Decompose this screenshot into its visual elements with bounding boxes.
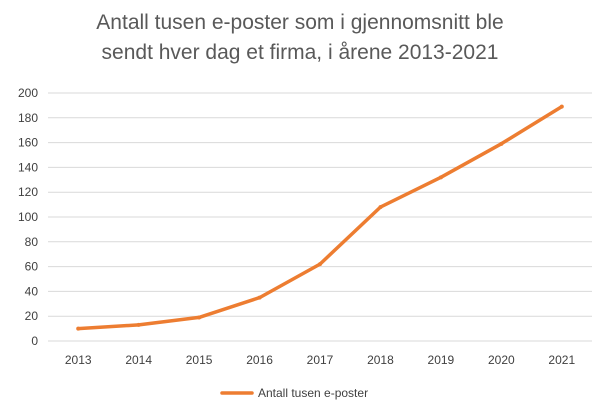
y-tick-label: 40 — [25, 284, 39, 298]
y-tick-label: 80 — [25, 235, 39, 249]
series-line — [76, 104, 564, 331]
data-point — [378, 205, 383, 210]
x-axis-ticks: 2013 2014 2015 2016 2017 2018 2019 2020 2021 — [65, 353, 576, 367]
x-tick-label: 2014 — [125, 353, 152, 367]
x-tick-label: 2015 — [186, 353, 213, 367]
gridlines — [48, 92, 592, 342]
x-tick-label: 2020 — [488, 353, 515, 367]
data-point — [136, 322, 141, 327]
legend-label: Antall tusen e-poster — [258, 386, 368, 400]
y-tick-label: 200 — [18, 86, 38, 100]
x-tick-label: 2016 — [246, 353, 273, 367]
x-tick-label: 2019 — [428, 353, 455, 367]
data-point — [559, 104, 564, 109]
series-layer — [76, 104, 564, 331]
y-axis-ticks: 0 20 40 60 80 100 120 140 160 180 200 — [18, 86, 38, 348]
x-tick-label: 2021 — [548, 353, 575, 367]
legend: Antall tusen e-poster — [220, 386, 368, 400]
chart-title-line-2: sendt hver dag et firma, i årene 2013-20… — [101, 41, 499, 64]
data-point — [257, 295, 262, 300]
data-point — [197, 315, 202, 320]
y-tick-label: 60 — [25, 260, 39, 274]
chart-title-line-1: Antall tusen e-poster som i gjennomsnitt… — [96, 11, 504, 34]
data-point — [76, 326, 81, 331]
y-tick-label: 180 — [18, 111, 38, 125]
y-tick-label: 160 — [18, 136, 38, 150]
y-tick-label: 0 — [31, 334, 38, 348]
data-point — [438, 175, 443, 180]
chart-title: Antall tusen e-poster som i gjennomsnitt… — [0, 8, 600, 68]
data-point — [499, 141, 504, 146]
y-tick-label: 20 — [25, 309, 39, 323]
x-tick-label: 2013 — [65, 353, 92, 367]
y-tick-label: 140 — [18, 160, 38, 174]
x-tick-label: 2017 — [307, 353, 334, 367]
y-tick-label: 120 — [18, 185, 38, 199]
data-point — [318, 262, 322, 267]
y-tick-label: 100 — [18, 210, 38, 224]
x-tick-label: 2018 — [367, 353, 394, 367]
